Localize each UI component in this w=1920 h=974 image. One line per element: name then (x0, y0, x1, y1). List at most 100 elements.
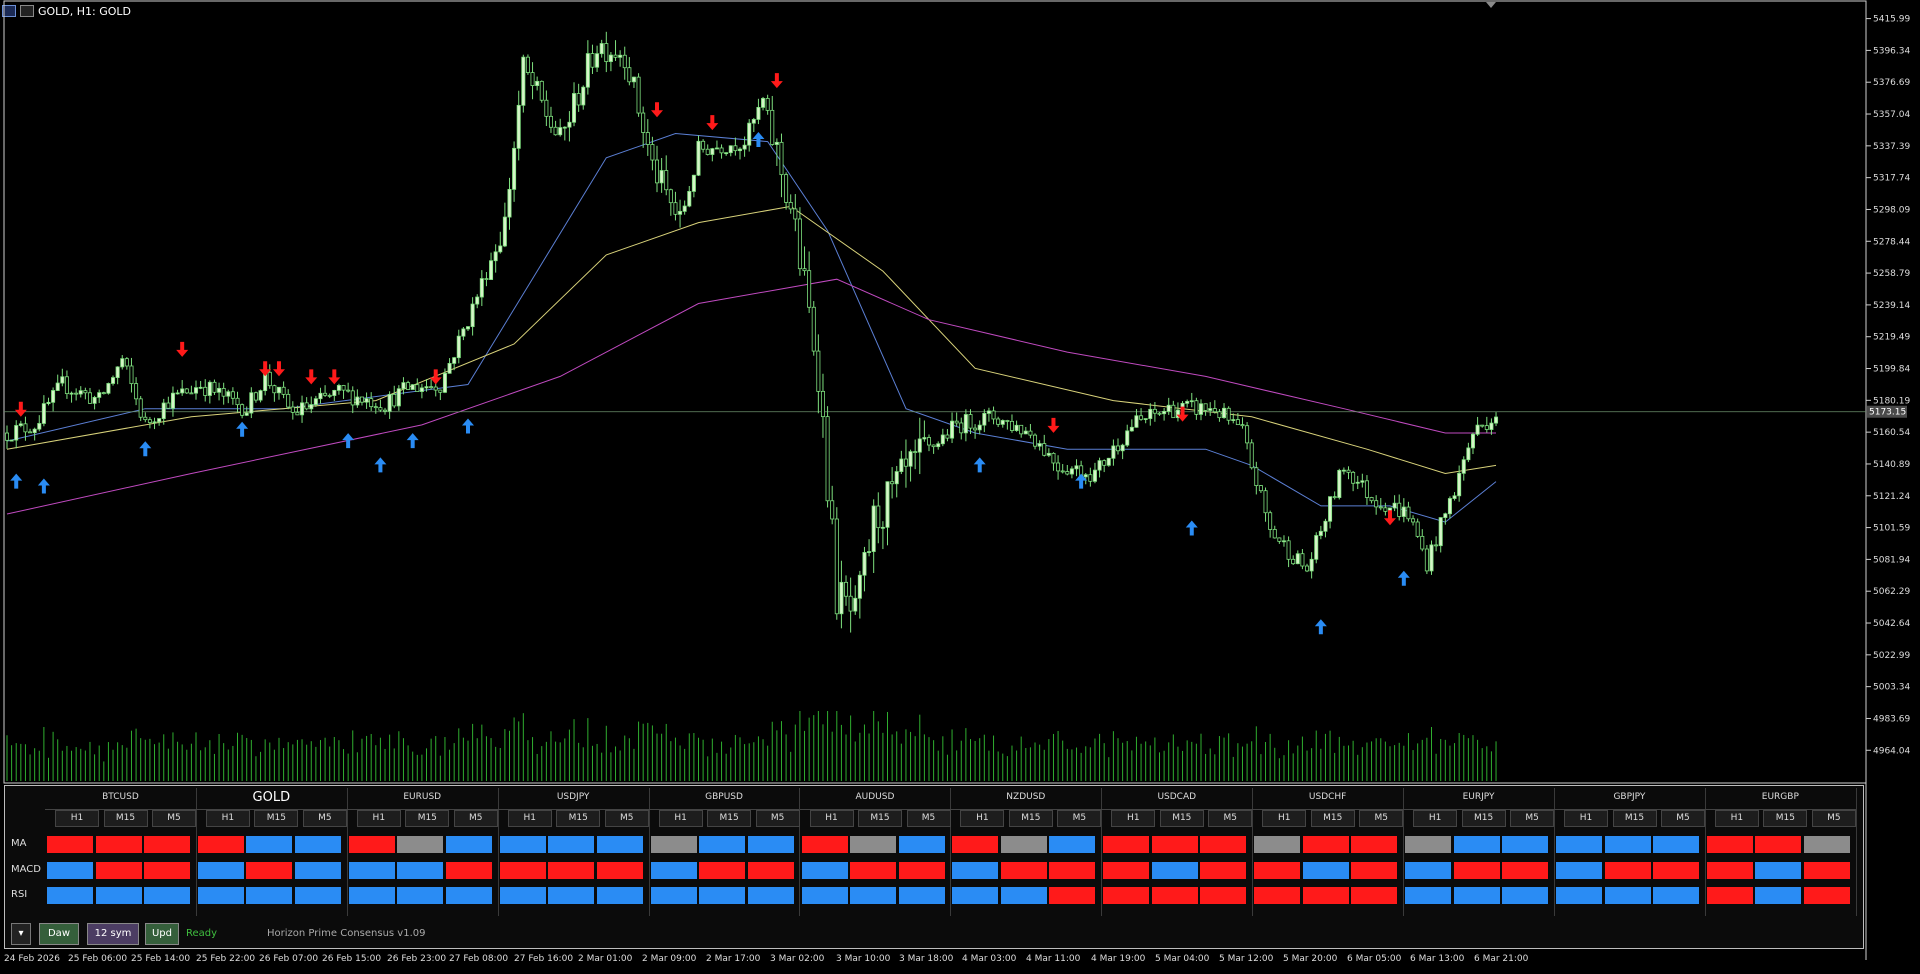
timeframe-button-m15[interactable]: M15 (1612, 810, 1657, 827)
timeframe-button-h1[interactable]: H1 (507, 810, 552, 827)
timeframe-button-m15[interactable]: M15 (1159, 810, 1204, 827)
y-tick-label: 4983.69 (1873, 714, 1910, 724)
candle-body (55, 382, 60, 391)
timeframe-button-m5[interactable]: M5 (152, 810, 196, 827)
candle-body (1406, 506, 1411, 520)
candle-body (1014, 424, 1019, 431)
symbol-label[interactable]: EURGBP (1761, 792, 1799, 802)
sell-signal-arrow (305, 369, 318, 385)
symbols-button[interactable]: 12 sym (87, 923, 139, 945)
candle-body (650, 144, 655, 161)
timeframe-button-h1[interactable]: H1 (356, 810, 401, 827)
timeframe-button-m5[interactable]: M5 (755, 810, 800, 827)
group-divider (1101, 809, 1253, 810)
symbol-label[interactable]: GOLD (252, 790, 291, 805)
candle-body (590, 53, 595, 68)
candle-body (1088, 474, 1093, 482)
candle-body (313, 398, 318, 405)
update-button[interactable]: Upd (145, 923, 179, 945)
chart-menu-icon[interactable] (2, 5, 16, 17)
timeframe-button-m5[interactable]: M5 (604, 810, 649, 827)
candle-body (1452, 495, 1457, 499)
x-tick-label: 2 Mar 09:00 (642, 954, 697, 964)
signal-cell-macd-m5 (1803, 862, 1850, 879)
timeframe-button-m15[interactable]: M15 (254, 810, 299, 827)
timeframe-button-h1[interactable]: H1 (1413, 810, 1458, 827)
signal-cell-rsi-m15 (850, 887, 896, 904)
timeframe-button-m5[interactable]: M5 (1510, 810, 1555, 827)
timeframe-button-m5[interactable]: M5 (1661, 810, 1705, 827)
timeframe-button-m15[interactable]: M15 (103, 810, 148, 827)
candle-body (917, 438, 922, 453)
candle-body (830, 500, 835, 520)
candle-body (355, 396, 360, 406)
signal-cell-macd-m15 (1000, 862, 1047, 879)
candle-body (424, 386, 429, 389)
y-tick-label: 5042.64 (1873, 619, 1910, 629)
timeframe-button-m5[interactable]: M5 (1057, 810, 1102, 827)
signal-cell-ma-m5 (144, 836, 190, 853)
candle-body (903, 458, 908, 467)
symbol-label[interactable]: USDCAD (1157, 792, 1197, 802)
timeframe-button-m15[interactable]: M15 (405, 810, 450, 827)
signal-cell-macd-m5 (1653, 862, 1699, 879)
candle-body (290, 406, 295, 413)
x-tick-label: 24 Feb 2026 (4, 954, 61, 964)
candle-body (369, 398, 374, 408)
timeframe-button-m15[interactable]: M15 (1763, 810, 1808, 827)
dropdown-button[interactable]: ▾ (11, 923, 31, 945)
symbol-label[interactable]: GBPJPY (1613, 792, 1646, 802)
signal-cell-macd-m5 (596, 862, 643, 879)
timeframe-button-h1[interactable]: H1 (1111, 810, 1156, 827)
candle-body (553, 126, 558, 136)
symbol-label[interactable]: GBPUSD (705, 792, 743, 802)
signal-cell-rsi-h1 (47, 887, 93, 904)
timeframe-button-h1[interactable]: H1 (1564, 810, 1608, 827)
timeframe-button-m5[interactable]: M5 (1208, 810, 1253, 827)
timeframe-button-h1[interactable]: H1 (205, 810, 250, 827)
candle-body (78, 390, 83, 395)
draw-button[interactable]: Daw (39, 923, 79, 945)
timeframe-button-m5[interactable]: M5 (453, 810, 498, 827)
timeframe-button-h1[interactable]: H1 (55, 810, 99, 827)
timeframe-button-m15[interactable]: M15 (1008, 810, 1053, 827)
timeframe-button-m5[interactable]: M5 (1359, 810, 1404, 827)
candle-body (1092, 469, 1097, 482)
candle-body (894, 471, 899, 485)
candle-body (1291, 558, 1296, 565)
candle-body (410, 384, 415, 390)
symbol-label[interactable]: BTCUSD (102, 792, 139, 802)
symbol-label[interactable]: USDCHF (1308, 792, 1347, 802)
candle-body (240, 404, 245, 416)
timeframe-button-m15[interactable]: M15 (556, 810, 601, 827)
candle-body (1074, 465, 1079, 470)
buy-signal-arrow (37, 478, 50, 494)
symbol-label[interactable]: NZDUSD (1006, 792, 1046, 802)
timeframe-button-m15[interactable]: M15 (1310, 810, 1355, 827)
candle-body (908, 451, 913, 467)
symbol-label[interactable]: USDJPY (556, 792, 590, 802)
candle-body (1157, 412, 1162, 415)
candle-body (1424, 548, 1429, 572)
indicator-list-icon[interactable] (20, 5, 34, 17)
group-divider (648, 809, 800, 810)
symbol-label[interactable]: AUDUSD (855, 792, 895, 802)
timeframe-button-m15[interactable]: M15 (1461, 810, 1506, 827)
timeframe-button-h1[interactable]: H1 (960, 810, 1005, 827)
symbol-label[interactable]: EURJPY (1462, 792, 1495, 802)
timeframe-button-h1[interactable]: H1 (658, 810, 703, 827)
timeframe-button-h1[interactable]: H1 (1714, 810, 1759, 827)
timeframe-button-m15[interactable]: M15 (707, 810, 752, 827)
timeframe-button-m15[interactable]: M15 (858, 810, 902, 827)
row-label-ma: MA (11, 838, 27, 849)
candle-body (641, 112, 646, 133)
timeframe-button-m5[interactable]: M5 (906, 810, 951, 827)
symbol-label[interactable]: EURUSD (403, 792, 442, 802)
candle-body (1337, 469, 1342, 498)
timeframe-button-h1[interactable]: H1 (1262, 810, 1307, 827)
timeframe-button-m5[interactable]: M5 (302, 810, 347, 827)
candle-body (811, 306, 816, 352)
timeframe-button-h1[interactable]: H1 (809, 810, 854, 827)
timeframe-button-m5[interactable]: M5 (1811, 810, 1856, 827)
